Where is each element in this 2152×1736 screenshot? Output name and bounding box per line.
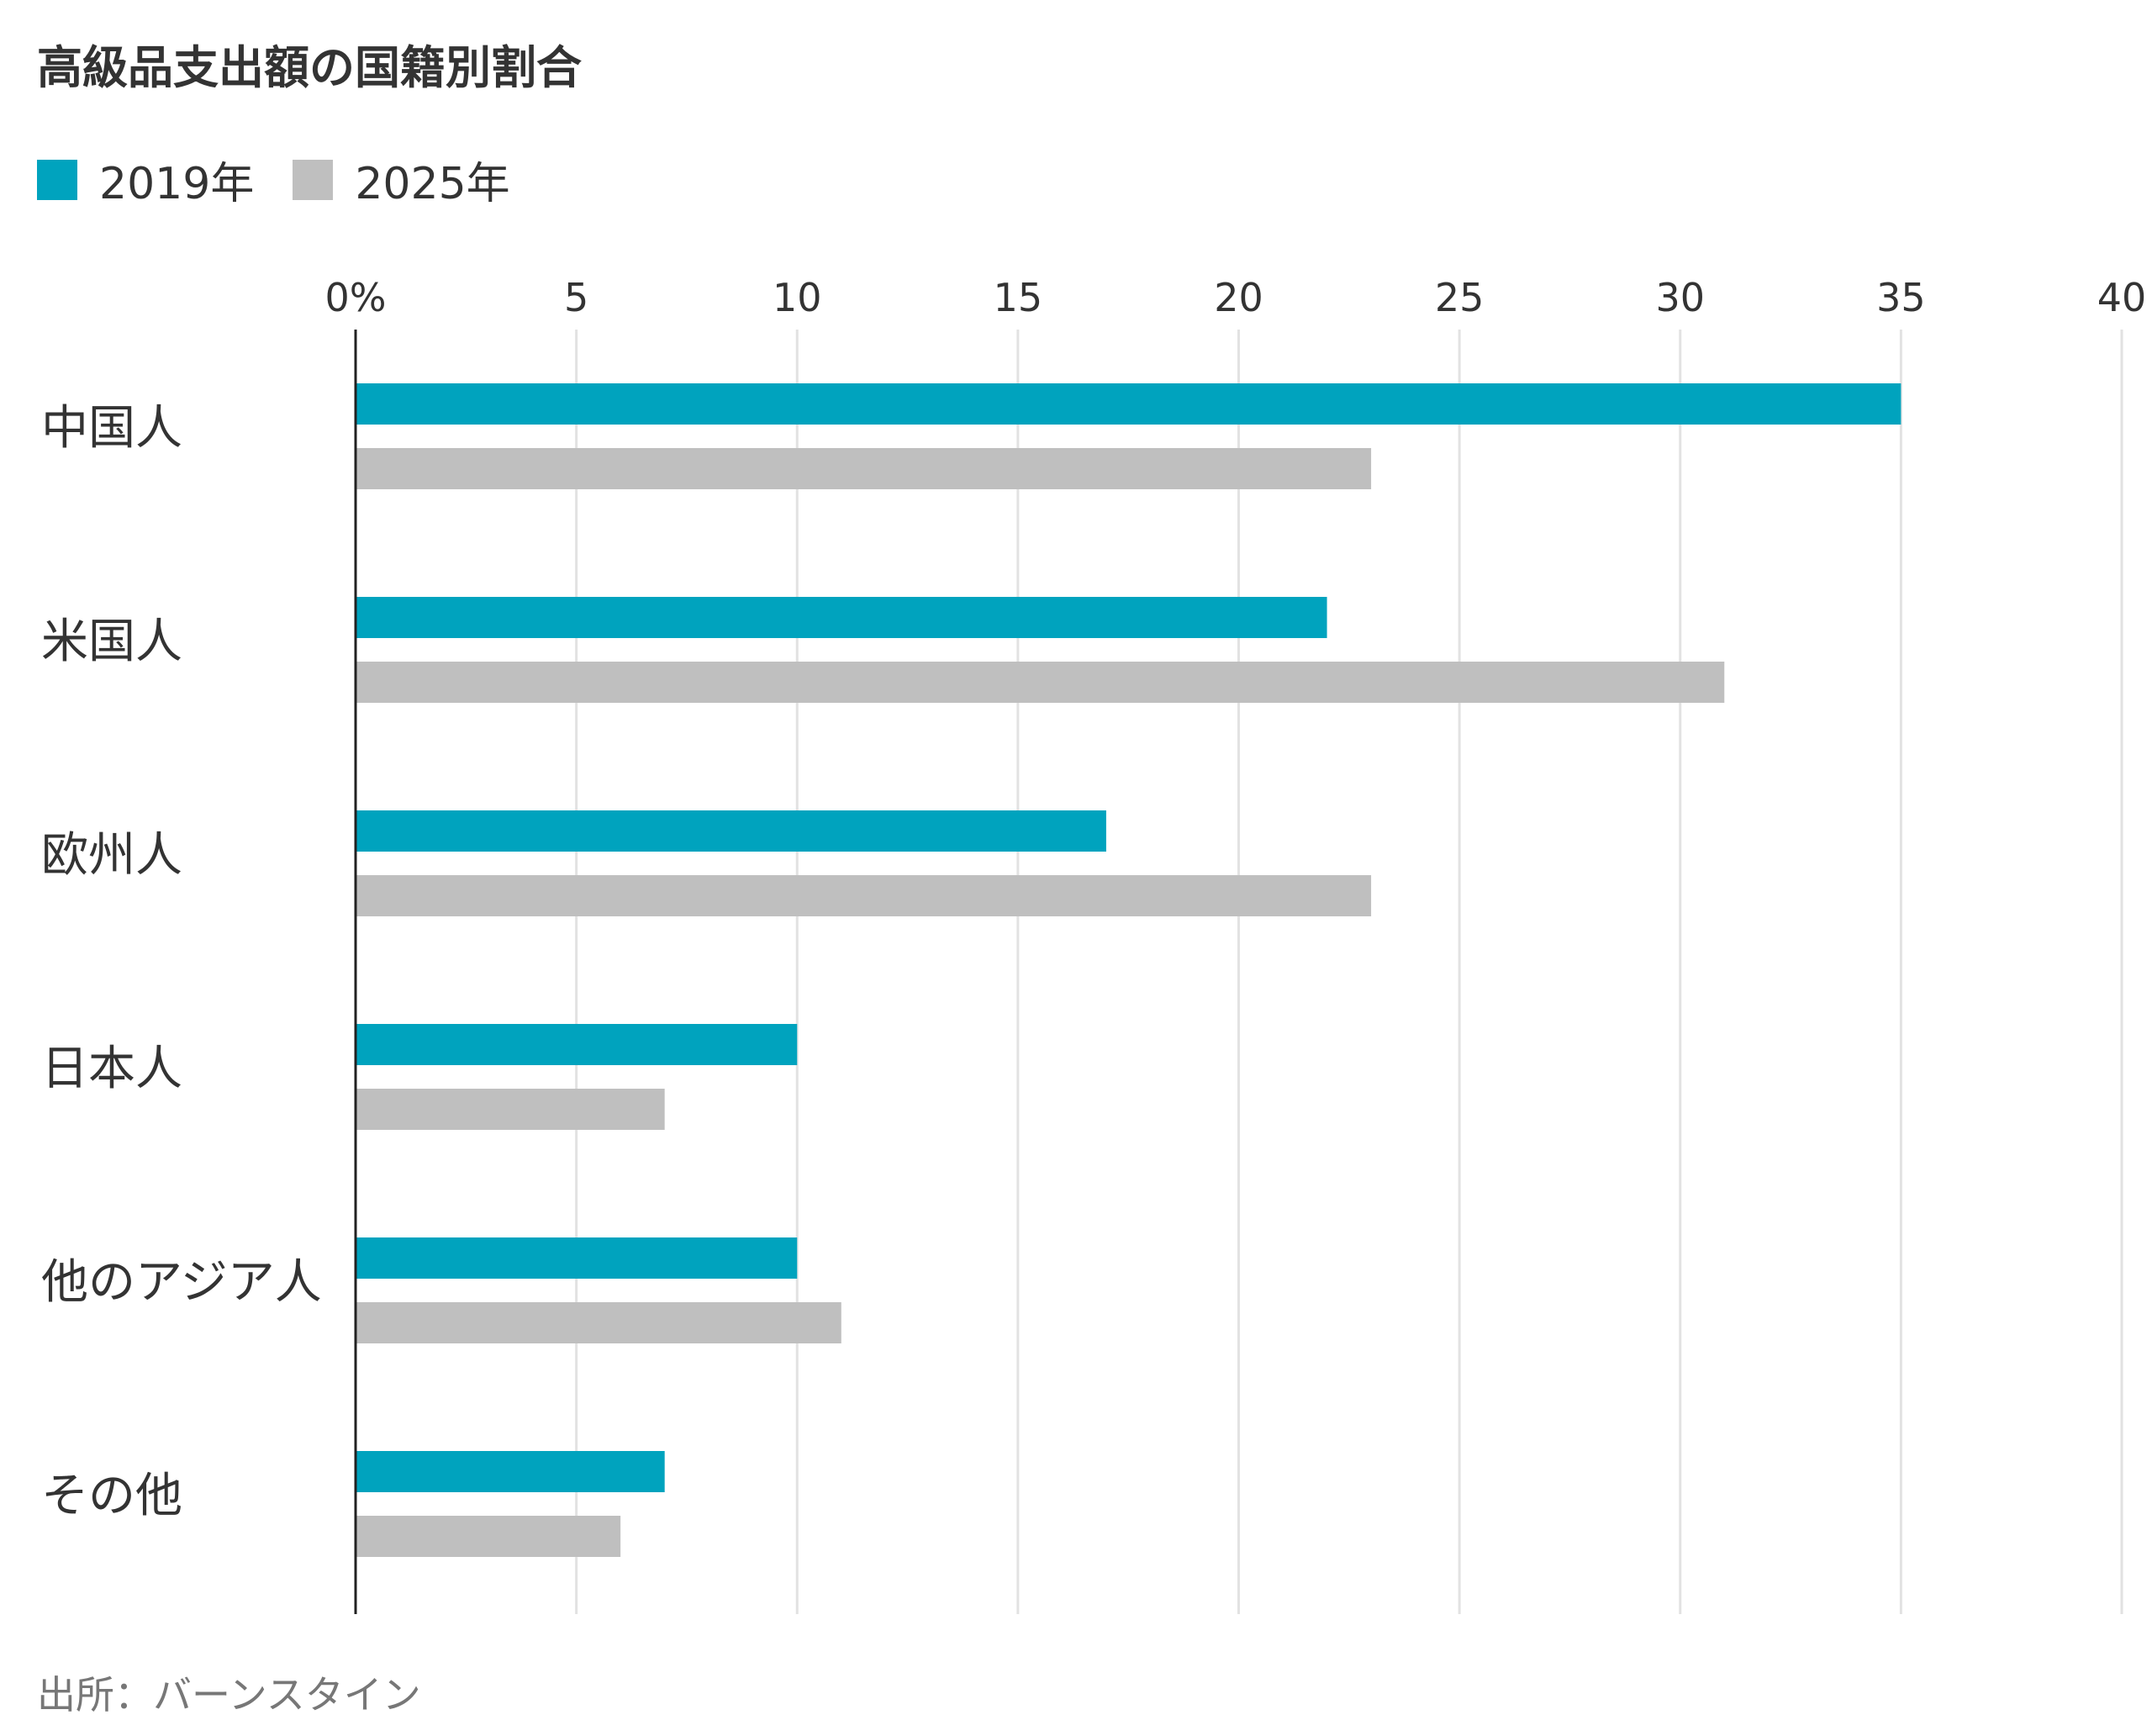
bar-2019 [356,597,1327,638]
legend: 2019年 2025年 [37,148,549,211]
legend-item-2019: 2019年 [37,148,254,211]
bar-2025 [356,1516,621,1557]
x-tick-label: 25 [1435,275,1485,320]
bar-2025 [356,875,1372,916]
legend-swatch-2025 [293,159,334,200]
category-label: 米国人 [41,615,182,669]
x-tick-label: 15 [994,275,1043,320]
x-tick-label: 30 [1655,275,1705,320]
x-tick-label: 10 [773,275,822,320]
x-tick-label: 20 [1214,275,1263,320]
bar-2019 [356,383,1901,425]
x-tick-label: 0% [325,275,387,320]
x-tick-label: 5 [564,275,588,320]
bar-2019 [356,1237,798,1279]
legend-label-2025: 2025年 [355,159,510,209]
x-tick-label: 35 [1876,275,1926,320]
bar-2019 [356,1451,665,1492]
category-label: 欧州人 [41,828,182,883]
legend-item-2025: 2025年 [293,148,510,211]
legend-label-2019: 2019年 [99,159,255,209]
bar-2025 [356,1302,841,1343]
bar-2019 [356,1024,798,1065]
category-label: その他 [41,1469,182,1523]
chart-title: 高級品支出額の国籍別割合 [37,41,582,94]
legend-swatch-2019 [37,159,77,200]
bar-2025 [356,448,1372,489]
bar-2019 [356,810,1106,852]
x-tick-label: 40 [2097,275,2147,320]
category-label: 他のアジア人 [41,1255,322,1310]
source-note: 出所：バーンスタイン [37,1672,421,1718]
bar-2025 [356,1089,665,1130]
category-label: 日本人 [41,1042,182,1096]
bar-2025 [356,662,1725,703]
category-label: 中国人 [41,401,182,456]
